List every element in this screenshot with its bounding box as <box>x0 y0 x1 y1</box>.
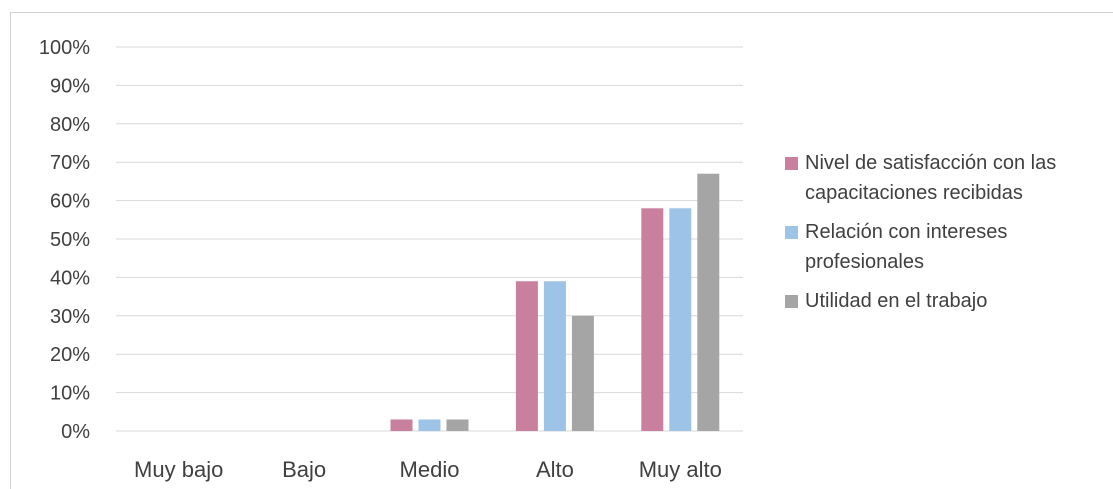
x-tick-label: Muy bajo <box>134 457 223 482</box>
bar-3-2 <box>446 419 469 431</box>
bar-1-4 <box>641 208 664 431</box>
x-tick-label: Medio <box>400 457 460 482</box>
bar-1-2 <box>390 419 413 431</box>
y-tick-label: 50% <box>50 229 90 251</box>
bar-2-4 <box>669 208 692 431</box>
bar-2-3 <box>543 281 566 431</box>
legend-item-satisfaccion: Nivel de satisfacción con las capacitaci… <box>785 148 1105 208</box>
y-tick-label: 80% <box>50 114 90 136</box>
x-tick-label: Muy alto <box>639 457 722 482</box>
legend-label-satisfaccion: Nivel de satisfacción con las capacitaci… <box>805 152 1057 204</box>
y-tick-label: 100% <box>39 37 90 59</box>
x-tick-label: Bajo <box>282 457 326 482</box>
legend: Nivel de satisfacción con las capacitaci… <box>785 148 1105 325</box>
y-tick-label: 60% <box>50 191 90 213</box>
y-tick-label: 20% <box>50 344 90 366</box>
legend-item-utilidad: Utilidad en el trabajo <box>785 286 1105 316</box>
legend-label-utilidad: Utilidad en el trabajo <box>805 290 988 312</box>
legend-label-intereses: Relación con intereses profesionales <box>805 221 1008 273</box>
y-tick-label: 30% <box>50 306 90 328</box>
y-tick-label: 70% <box>50 152 90 174</box>
bar-2-2 <box>418 419 441 431</box>
bar-3-4 <box>697 173 720 431</box>
legend-swatch-utilidad <box>785 295 798 308</box>
legend-swatch-satisfaccion <box>785 157 798 170</box>
y-tick-label: 40% <box>50 267 90 289</box>
legend-swatch-intereses <box>785 226 798 239</box>
y-tick-label: 10% <box>50 383 90 405</box>
x-tick-label: Alto <box>536 457 574 482</box>
bar-1-3 <box>515 281 538 431</box>
legend-item-intereses: Relación con intereses profesionales <box>785 217 1105 277</box>
y-tick-label: 90% <box>50 75 90 97</box>
y-tick-label: 0% <box>61 421 90 443</box>
bar-3-3 <box>571 315 594 431</box>
